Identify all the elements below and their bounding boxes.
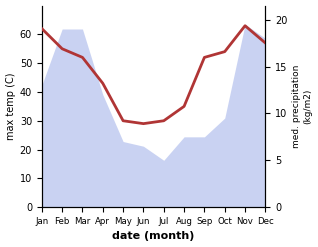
Y-axis label: med. precipitation
(kg/m2): med. precipitation (kg/m2) bbox=[292, 65, 313, 148]
Y-axis label: max temp (C): max temp (C) bbox=[5, 73, 16, 140]
X-axis label: date (month): date (month) bbox=[112, 231, 195, 242]
